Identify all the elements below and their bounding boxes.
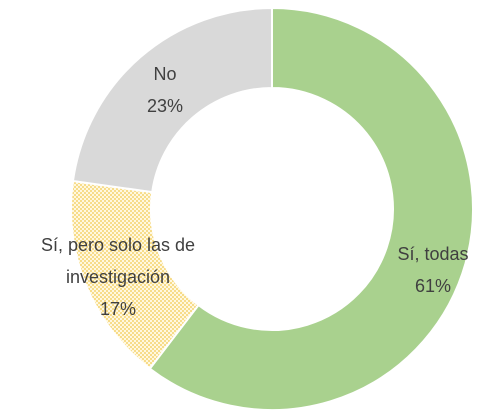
donut-segment	[71, 6, 273, 194]
category-label: No	[153, 64, 177, 84]
data-label: Sí, pero solo las de investigación 17%	[0, 229, 236, 325]
value-label: 23%	[146, 96, 184, 116]
category-label: Sí, todas	[397, 244, 469, 264]
data-label: Sí, todas 61%	[378, 238, 481, 302]
value-label: 17%	[99, 299, 137, 319]
value-label: 61%	[414, 276, 452, 296]
donut-segment	[148, 6, 474, 411]
data-label: No 23%	[115, 58, 215, 122]
category-label: Sí, pero solo las de investigación	[40, 235, 196, 287]
